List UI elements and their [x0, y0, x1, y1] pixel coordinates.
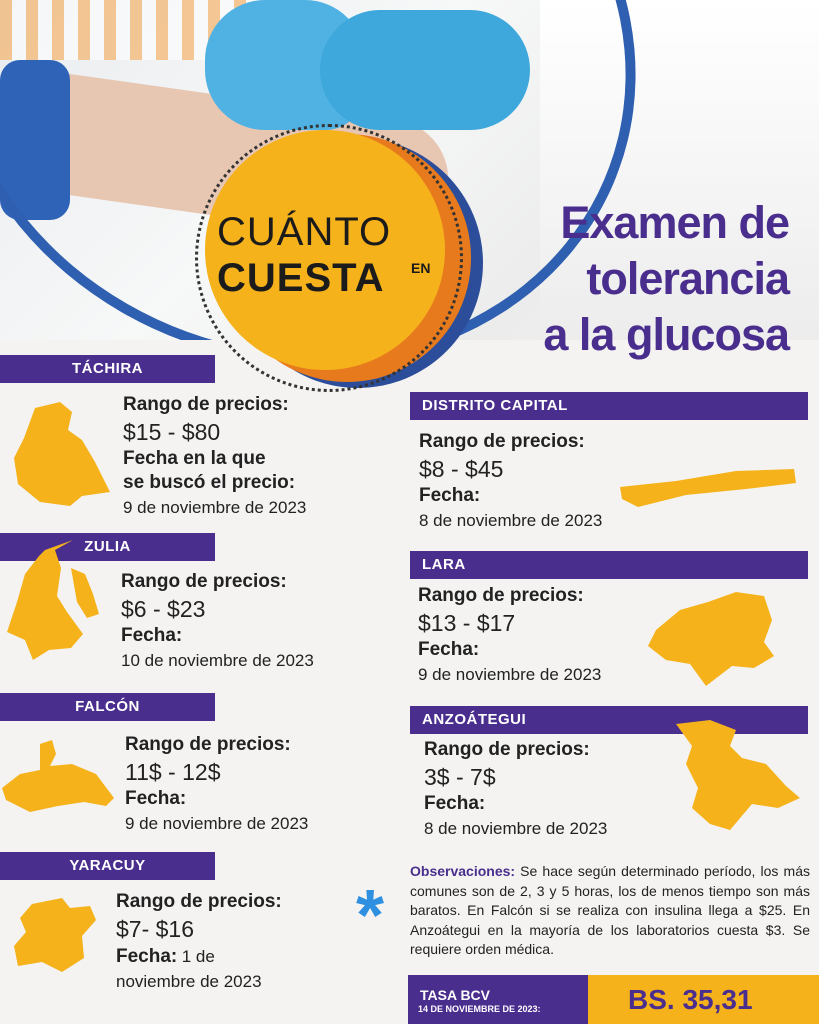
- bcv-rate-label-box: TASA BCV 14 DE NOVIEMBRE DE 2023:: [408, 975, 588, 1024]
- badge-line2: CUESTA: [217, 256, 385, 300]
- state-header-tachira: TÁCHIRA: [0, 355, 215, 383]
- content-background: [0, 340, 819, 1024]
- info-anzoategui: Rango de precios: 3$ - 7$ Fecha: 8 de no…: [424, 739, 608, 838]
- lab-coat: [540, 0, 819, 350]
- info-tachira: Rango de precios: $15 - $80 Fecha en la …: [123, 394, 307, 517]
- map-zulia: [7, 540, 99, 660]
- state-header-anzoategui: ANZOÁTEGUI: [410, 706, 808, 734]
- badge-line1: CUÁNTO: [217, 210, 392, 254]
- asterisk-icon: *: [356, 876, 385, 956]
- observations: Observaciones: Se hace según determinado…: [410, 863, 810, 957]
- map-tachira: [14, 402, 110, 506]
- cuanto-cuesta-badge: CUÁNTO CUESTA EN: [195, 124, 483, 392]
- glove-right: [320, 10, 530, 130]
- bcv-value: BS. 35,31: [628, 984, 753, 1015]
- map-yaracuy: [14, 898, 96, 972]
- info-yaracuy: Rango de precios: $7- $16 Fecha: 1 de no…: [116, 891, 282, 991]
- bcv-rate-value-box: BS. 35,31: [588, 975, 819, 1024]
- map-lara: [648, 592, 774, 686]
- map-falcon: [2, 740, 114, 812]
- bcv-date: 14 DE NOVIEMBRE DE 2023:: [418, 1004, 541, 1014]
- page-title: Examen de tolerancia a la glucosa: [543, 197, 790, 360]
- state-header-yaracuy: YARACUY: [0, 852, 215, 880]
- state-header-distrito-capital: DISTRITO CAPITAL: [410, 392, 808, 420]
- map-anzoategui: [676, 720, 800, 830]
- tourniquet-band: [0, 60, 70, 220]
- info-zulia: Rango de precios: $6 - $23 Fecha: 10 de …: [121, 571, 314, 670]
- info-distrito-capital: Rango de precios: $8 - $45 Fecha: 8 de n…: [419, 431, 603, 530]
- badge-en: EN: [411, 260, 431, 276]
- info-lara: Rango de precios: $13 - $17 Fecha: 9 de …: [418, 585, 602, 684]
- state-header-zulia: ZULIA: [0, 533, 215, 561]
- state-header-lara: LARA: [410, 551, 808, 579]
- info-falcon: Rango de precios: 11$ - 12$ Fecha: 9 de …: [125, 734, 309, 833]
- map-distrito-capital: [620, 469, 796, 507]
- state-header-falcon: FALCÓN: [0, 693, 215, 721]
- header-photo: [0, 0, 819, 350]
- bcv-label: TASA BCV: [420, 987, 490, 1003]
